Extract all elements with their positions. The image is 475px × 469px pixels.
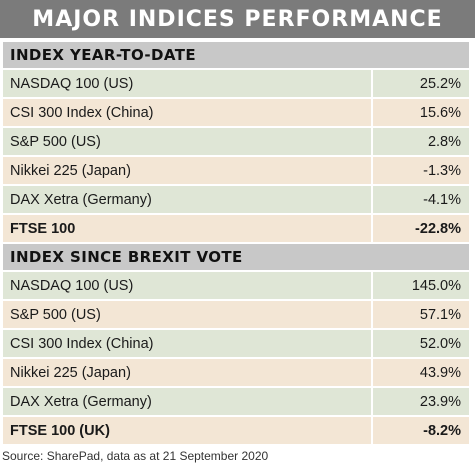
index-name: FTSE 100 [3, 215, 373, 242]
index-value: -1.3% [373, 157, 469, 184]
index-name: S&P 500 (US) [3, 301, 373, 328]
index-value: 2.8% [373, 128, 469, 155]
table-row-ftse: FTSE 100 (UK) -8.2% [3, 417, 469, 446]
index-name: Nikkei 225 (Japan) [3, 157, 373, 184]
index-value: -22.8% [373, 215, 469, 242]
table-row: CSI 300 Index (China) 15.6% [3, 99, 469, 128]
table-row: DAX Xetra (Germany) -4.1% [3, 186, 469, 215]
index-name: CSI 300 Index (China) [3, 330, 373, 357]
brexit-section-header: INDEX SINCE BREXIT VOTE [3, 244, 469, 272]
main-title: MAJOR INDICES PERFORMANCE [0, 0, 475, 38]
index-name: CSI 300 Index (China) [3, 99, 373, 126]
ytd-panel: INDEX YEAR-TO-DATE NASDAQ 100 (US) 25.2%… [3, 42, 469, 244]
index-name: DAX Xetra (Germany) [3, 186, 373, 213]
index-name: S&P 500 (US) [3, 128, 373, 155]
index-name: DAX Xetra (Germany) [3, 388, 373, 415]
table-row: CSI 300 Index (China) 52.0% [3, 330, 469, 359]
table-row: NASDAQ 100 (US) 145.0% [3, 272, 469, 301]
index-value: 15.6% [373, 99, 469, 126]
table-row: Nikkei 225 (Japan) 43.9% [3, 359, 469, 388]
table-row: DAX Xetra (Germany) 23.9% [3, 388, 469, 417]
table-row: NASDAQ 100 (US) 25.2% [3, 70, 469, 99]
index-value: 52.0% [373, 330, 469, 357]
index-value: -8.2% [373, 417, 469, 444]
table-row-ftse: FTSE 100 -22.8% [3, 215, 469, 244]
index-value: -4.1% [373, 186, 469, 213]
index-value: 145.0% [373, 272, 469, 299]
index-value: 23.9% [373, 388, 469, 415]
table-row: S&P 500 (US) 2.8% [3, 128, 469, 157]
brexit-panel: INDEX SINCE BREXIT VOTE NASDAQ 100 (US) … [3, 244, 469, 446]
index-value: 43.9% [373, 359, 469, 386]
ytd-section-header: INDEX YEAR-TO-DATE [3, 42, 469, 70]
table-row: S&P 500 (US) 57.1% [3, 301, 469, 330]
source-note: Source: SharePad, data as at 21 Septembe… [2, 449, 269, 463]
index-name: FTSE 100 (UK) [3, 417, 373, 444]
index-value: 25.2% [373, 70, 469, 97]
table-row: Nikkei 225 (Japan) -1.3% [3, 157, 469, 186]
index-name: Nikkei 225 (Japan) [3, 359, 373, 386]
index-value: 57.1% [373, 301, 469, 328]
index-name: NASDAQ 100 (US) [3, 272, 373, 299]
index-name: NASDAQ 100 (US) [3, 70, 373, 97]
